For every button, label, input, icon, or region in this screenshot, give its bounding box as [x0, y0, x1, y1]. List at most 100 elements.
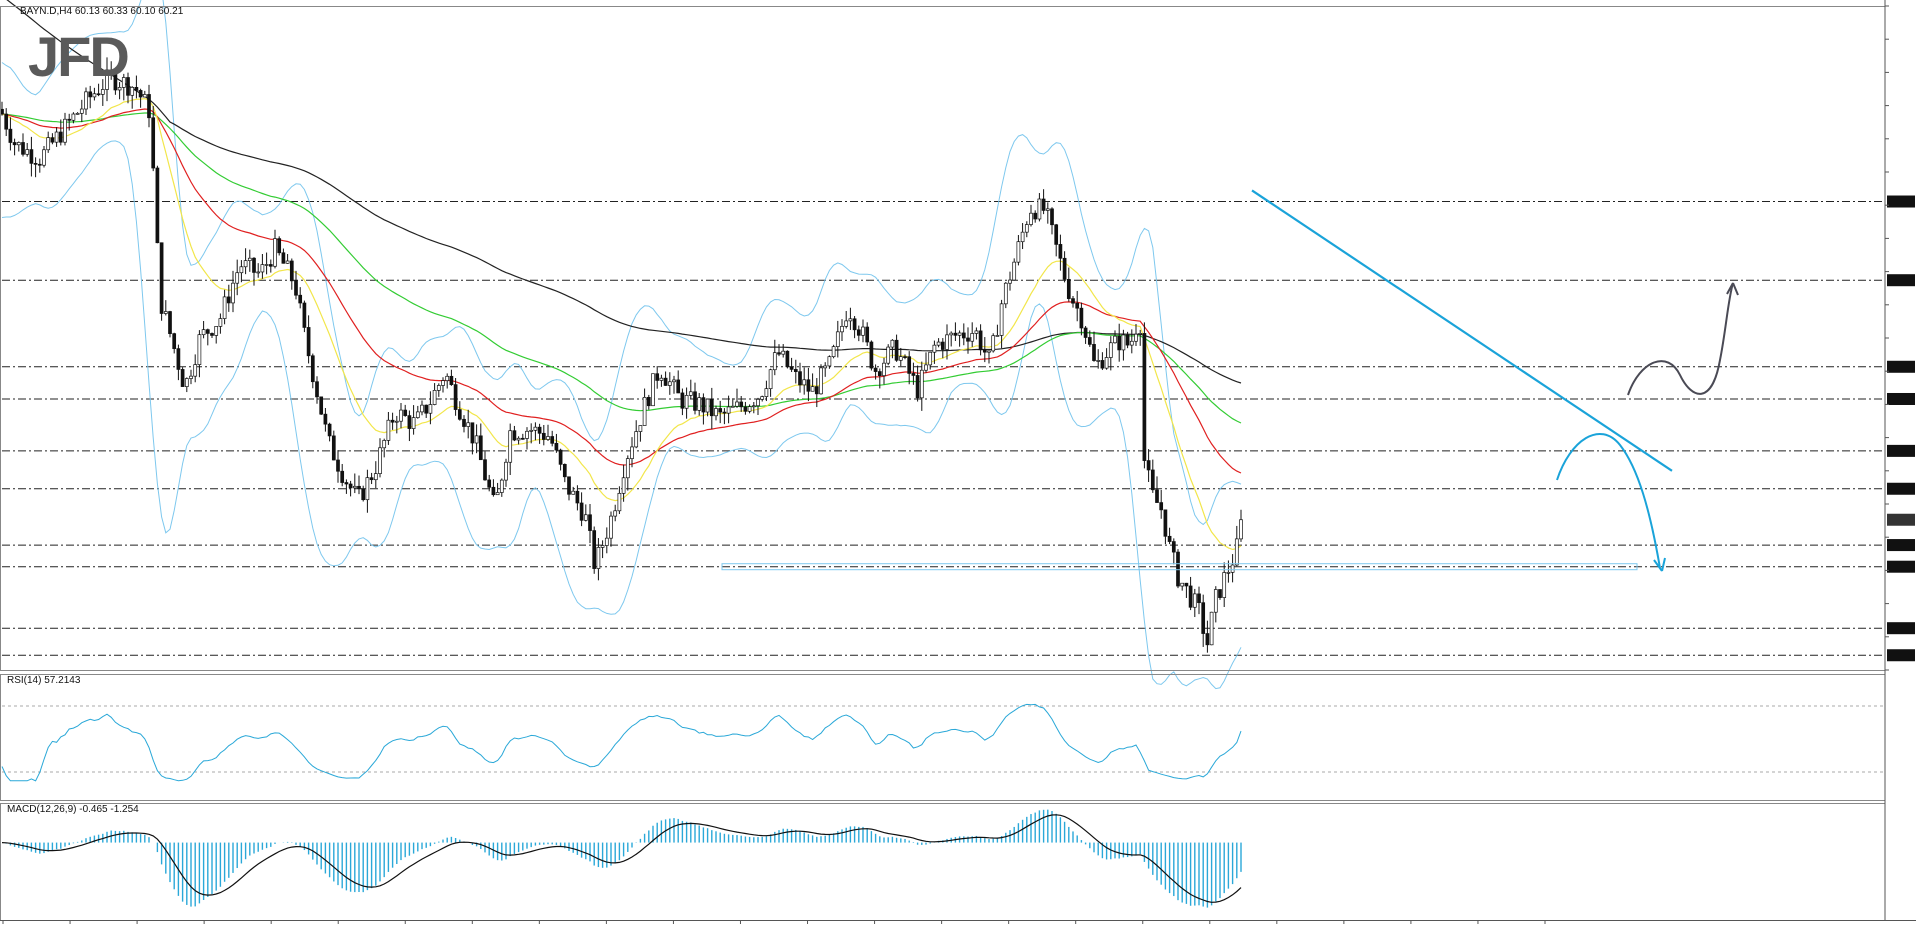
candle-body: [155, 167, 160, 244]
candle-body: [344, 482, 349, 485]
candle-body: [281, 252, 286, 264]
candle-body: [420, 404, 424, 413]
candle-body: [588, 514, 592, 531]
candle-body: [273, 238, 277, 267]
candle-body: [231, 282, 235, 304]
candle-body: [474, 435, 479, 444]
candle-body: [688, 391, 693, 396]
candle-body: [445, 375, 450, 381]
candle-body: [701, 397, 706, 413]
candle-body: [621, 477, 626, 494]
candle-body: [21, 142, 25, 155]
candle-body: [848, 318, 853, 322]
candle-body: [1071, 298, 1075, 304]
candle-body: [168, 311, 172, 334]
candle-body: [415, 411, 420, 418]
candle-body: [714, 408, 718, 417]
candle-body: [516, 437, 521, 441]
candle-body: [189, 375, 193, 379]
candle-body: [743, 406, 748, 412]
candle-body: [1134, 333, 1138, 342]
candle-body: [449, 375, 454, 385]
rsi-line: [1, 703, 1242, 782]
candle-body: [25, 149, 30, 155]
candle-body: [1129, 340, 1134, 346]
candle-body: [592, 530, 597, 569]
candle-body: [659, 377, 664, 381]
candle-body: [646, 397, 651, 407]
candle-body: [306, 327, 311, 357]
candle-body: [898, 356, 903, 361]
level-tag-box: [1887, 444, 1915, 457]
candle-body: [928, 351, 933, 366]
candle-body: [411, 417, 416, 429]
candle-body: [1222, 572, 1227, 598]
level-tag-box: [1887, 195, 1915, 208]
candle-body: [533, 426, 538, 431]
rsi-pane: [1, 703, 1885, 782]
candle-body: [1058, 244, 1063, 259]
candle-body: [949, 332, 954, 336]
candle-body: [756, 398, 760, 407]
level-tag-box: [1887, 539, 1915, 552]
candle-body: [856, 329, 861, 336]
candle-body: [478, 435, 483, 461]
candle-body: [277, 238, 282, 254]
candle-body: [319, 396, 324, 415]
candle-body: [739, 401, 744, 408]
candle-body: [172, 333, 177, 349]
candle-body: [75, 112, 80, 115]
candle-body: [117, 87, 122, 91]
candle-body: [176, 348, 181, 370]
candle-body: [512, 430, 517, 441]
main-pane: [0, 0, 1915, 690]
candle-body: [987, 350, 991, 353]
candle-body: [105, 69, 109, 90]
candle-body: [676, 379, 681, 394]
candle-body: [92, 93, 97, 98]
candle-body: [1155, 489, 1159, 503]
candle-body: [29, 149, 34, 164]
candle-body: [1117, 335, 1122, 351]
candle-body: [403, 409, 408, 416]
candle-body: [520, 437, 525, 440]
candle-body: [336, 459, 340, 472]
candle-body: [462, 418, 466, 427]
candle-body: [785, 350, 790, 368]
candle-body: [428, 404, 433, 414]
candle-body: [50, 137, 55, 143]
candle-body: [575, 490, 580, 504]
candle-body: [924, 364, 928, 371]
candle-body: [1218, 589, 1222, 598]
candle-body: [583, 514, 588, 521]
candle-body: [504, 461, 508, 481]
candle-body: [751, 405, 756, 408]
candle-body: [205, 329, 210, 334]
macd-pane: [1, 809, 1242, 908]
candle-body: [1209, 611, 1214, 646]
candle-body: [495, 492, 500, 496]
candle-body: [672, 379, 676, 383]
candle-body: [663, 377, 668, 386]
candle-body: [1024, 224, 1029, 233]
candle-body: [71, 113, 76, 121]
scenario-up-arrowhead: [1726, 282, 1739, 296]
candle-body: [483, 459, 487, 481]
candle-body: [180, 369, 185, 387]
candle-body: [294, 280, 298, 296]
candle-body: [978, 330, 983, 351]
candle-body: [193, 364, 198, 377]
candle-body: [680, 392, 685, 409]
candle-body: [184, 378, 189, 387]
candle-body: [453, 384, 458, 410]
candle-body: [831, 346, 836, 358]
candle-body: [919, 369, 924, 399]
candle-body: [1121, 334, 1126, 351]
scenario-down-path: [1556, 433, 1661, 569]
candle-body: [735, 401, 739, 407]
candle-body: [58, 131, 63, 143]
candle-body: [1045, 208, 1050, 211]
candle-body: [1234, 538, 1239, 566]
candle-body: [709, 398, 714, 417]
